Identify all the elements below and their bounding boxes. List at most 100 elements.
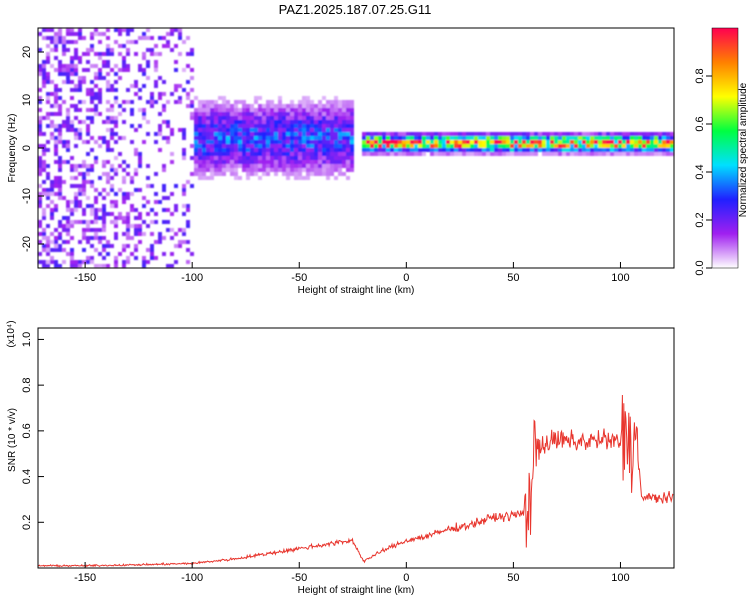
heatmap-cell [258,164,262,168]
heatmap-cell [230,136,234,140]
heatmap-cell [122,56,126,60]
heatmap-cell [394,132,398,136]
heatmap-cell [242,116,246,120]
heatmap-cell [50,40,54,44]
heatmap-cell [374,152,378,156]
heatmap-cell [486,136,490,140]
heatmap-cell [62,196,66,200]
heatmap-cell [386,148,390,152]
heatmap-cell [78,32,82,36]
heatmap-cell [390,148,394,152]
heatmap-cell [234,164,238,168]
heatmap-cell [110,168,114,172]
heatmap-cell [434,140,438,144]
heatmap-cell [114,64,118,68]
heatmap-cell [114,132,118,136]
heatmap-cell [134,208,138,212]
heatmap-cell [246,120,250,124]
heatmap-cell [526,148,530,152]
heatmap-cell [642,152,646,156]
x-tick-label: 0 [403,272,409,284]
heatmap-cell [658,152,662,156]
heatmap-cell [58,112,62,116]
heatmap-cell [138,124,142,128]
heatmap-cell [194,112,198,116]
heatmap-cell [398,132,402,136]
heatmap-cell [194,128,198,132]
heatmap-cell [58,96,62,100]
heatmap-cell [646,144,650,148]
heatmap-cell [54,32,58,36]
heatmap-cell [370,148,374,152]
heatmap-cell [382,136,386,140]
heatmap-cell [86,92,90,96]
heatmap-cell [658,132,662,136]
heatmap-cell [542,132,546,136]
heatmap-cell [254,136,258,140]
heatmap-cell [334,128,338,132]
heatmap-cell [50,232,54,236]
heatmap-cell [454,140,458,144]
heatmap-cell [78,132,82,136]
heatmap-cell [434,136,438,140]
heatmap-cell [502,152,506,156]
heatmap-cell [114,40,118,44]
heatmap-cell [282,112,286,116]
heatmap-cell [78,164,82,168]
heatmap-cell [606,152,610,156]
heatmap-cell [54,248,58,252]
heatmap-cell [138,88,142,92]
heatmap-cell [218,116,222,120]
heatmap-cell [146,164,150,168]
heatmap-cell [210,144,214,148]
heatmap-cell [578,152,582,156]
heatmap-cell [186,36,190,40]
heatmap-cell [410,148,414,152]
heatmap-cell [254,132,258,136]
heatmap-cell [74,192,78,196]
heatmap-cell [194,168,198,172]
heatmap-cell [314,116,318,120]
heatmap-cell [286,176,290,180]
heatmap-cell [50,48,54,52]
heatmap-cell [610,132,614,136]
heatmap-cell [490,140,494,144]
heatmap-cell [110,104,114,108]
heatmap-cell [174,84,178,88]
heatmap-cell [158,76,162,80]
heatmap-cell [558,144,562,148]
heatmap-cell [334,108,338,112]
heatmap-cell [70,128,74,132]
heatmap-cell [166,220,170,224]
heatmap-cell [570,132,574,136]
heatmap-cell [222,136,226,140]
heatmap-cell [434,152,438,156]
heatmap-cell [210,160,214,164]
heatmap-cell [138,232,142,236]
heatmap-cell [82,100,86,104]
heatmap-cell [626,152,630,156]
heatmap-cell [346,176,350,180]
heatmap-cell [46,236,50,240]
heatmap-cell [250,140,254,144]
heatmap-cell [130,124,134,128]
heatmap-cell [558,136,562,140]
heatmap-cell [222,128,226,132]
heatmap-cell [318,104,322,108]
heatmap-cell [222,116,226,120]
heatmap-cell [162,108,166,112]
heatmap-cell [606,148,610,152]
heatmap-cell [38,240,42,244]
heatmap-cell [110,84,114,88]
heatmap-cell [82,212,86,216]
heatmap-cell [54,148,58,152]
heatmap-cell [110,136,114,140]
heatmap-cell [42,148,46,152]
heatmap-cell [278,108,282,112]
heatmap-cell [534,140,538,144]
heatmap-cell [66,144,70,148]
heatmap-cell [502,148,506,152]
heatmap-cell [38,160,42,164]
heatmap-cell [310,156,314,160]
heatmap-cell [238,176,242,180]
